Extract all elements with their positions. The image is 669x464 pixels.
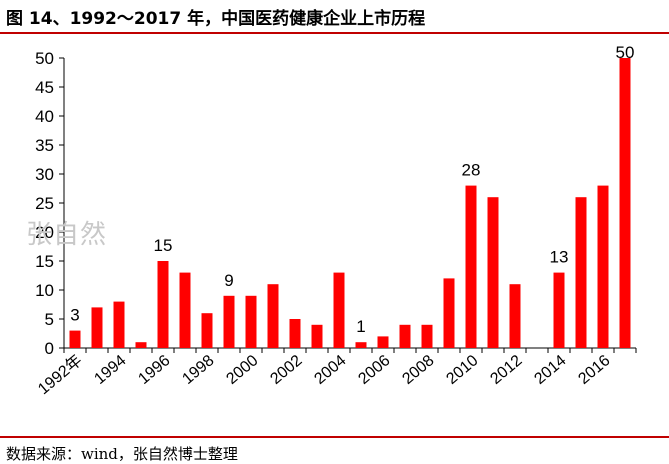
bar-2016: [597, 185, 609, 348]
x-tick-label: 1992年: [34, 351, 85, 398]
x-tick-label: 1998: [179, 352, 217, 388]
y-tick-label: 20: [35, 223, 54, 242]
x-tick-label: 2016: [575, 352, 613, 388]
bar-2011: [487, 197, 499, 348]
x-tick-label: 2000: [223, 352, 261, 388]
bar-2001: [267, 284, 279, 348]
y-tick-label: 40: [35, 107, 54, 126]
data-label: 1: [356, 317, 365, 336]
bar-1992年: [69, 330, 81, 348]
bar-1999: [223, 295, 235, 348]
bar-2017: [619, 58, 631, 348]
data-label: 3: [70, 306, 79, 325]
y-tick-label: 35: [35, 136, 54, 155]
y-tick-label: 15: [35, 252, 54, 271]
bottom-rule: [0, 436, 669, 438]
data-label: 9: [224, 271, 233, 290]
bar-2000: [245, 295, 257, 348]
y-tick-label: 30: [35, 165, 54, 184]
bar-2008: [421, 324, 433, 348]
bar-1994: [113, 301, 125, 348]
y-tick-label: 10: [35, 281, 54, 300]
x-tick-label: 2012: [487, 352, 525, 388]
bar-2007: [399, 324, 411, 348]
x-tick-label: 2004: [311, 352, 349, 388]
bar-1995: [135, 342, 147, 348]
x-tick-label: 1994: [91, 352, 129, 388]
y-axis: 0 5 10 15 20 25 30 35 40 45 50: [35, 49, 65, 358]
x-tick-label: 2014: [531, 352, 569, 388]
bar-1993: [91, 307, 103, 348]
figure-title: 图 14、1992～2017 年，中国医药健康企业上市历程: [6, 9, 426, 29]
y-tick-label: 45: [35, 78, 54, 97]
data-label: 28: [462, 161, 481, 180]
x-tick-label: 2006: [355, 352, 393, 388]
x-tick-label: 2008: [399, 352, 437, 388]
source-note: 数据来源：wind，张自然博士整理: [6, 445, 238, 463]
bar-2006: [377, 336, 389, 348]
bar-1996: [157, 261, 169, 348]
x-tick-label: 1996: [135, 352, 173, 388]
bar-2002: [289, 319, 301, 348]
bar-2004: [333, 272, 345, 348]
data-label: 50: [616, 43, 635, 62]
bar-2005: [355, 342, 367, 348]
bar-1998: [201, 313, 213, 348]
x-tick-label: 2010: [443, 352, 481, 388]
bar-1997: [179, 272, 191, 348]
bar-2003: [311, 324, 323, 348]
y-tick-label: 25: [35, 194, 54, 213]
y-tick-label: 5: [45, 310, 54, 329]
bar-2009: [443, 278, 455, 348]
bar-2014: [553, 272, 565, 348]
data-labels: 3 15 9 1 28 13 50: [70, 43, 634, 336]
bar-2015: [575, 197, 587, 348]
y-tick-label: 50: [35, 49, 54, 68]
bar-2012: [509, 284, 521, 348]
data-label: 15: [154, 236, 173, 255]
bar-2010: [465, 185, 477, 348]
top-rule: [0, 32, 669, 34]
bars: [69, 58, 631, 348]
y-tick-label: 0: [45, 339, 54, 358]
watermark: 张自然: [26, 220, 108, 250]
data-label: 13: [550, 248, 569, 267]
x-axis: 1992年 1994 1996 1998 2000 2002 2004 2006 2008 201…: [34, 347, 637, 398]
x-tick-label: 2002: [267, 352, 305, 388]
